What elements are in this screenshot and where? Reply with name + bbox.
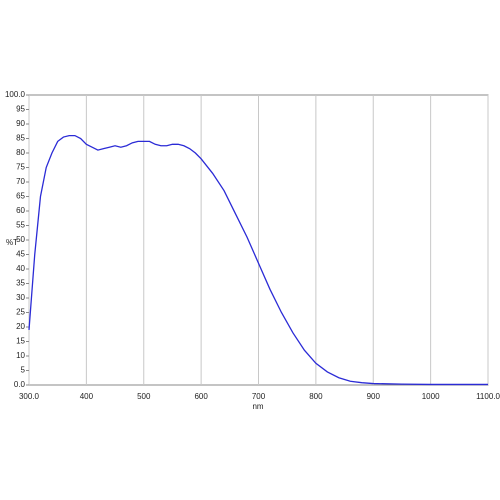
y-tick-label: 10 xyxy=(16,351,25,360)
x-axis-label: nm xyxy=(252,402,263,411)
y-tick-label: 100.0 xyxy=(5,90,26,99)
data-line xyxy=(28,134,488,386)
x-tick-label: 500 xyxy=(137,392,151,401)
y-tick-label: 25 xyxy=(16,308,25,317)
x-tick-label: 400 xyxy=(80,392,94,401)
y-tick-label: 45 xyxy=(16,250,25,259)
y-tick-label: 60 xyxy=(16,206,25,215)
y-tick-label: 55 xyxy=(16,221,25,230)
y-tick-label: 75 xyxy=(16,163,25,172)
x-tick-label: 600 xyxy=(194,392,208,401)
x-tick-label: 1100.0 xyxy=(476,392,500,401)
y-tick-label: 50 xyxy=(16,235,25,244)
y-tick-label: 65 xyxy=(16,192,25,201)
x-tick-label: 900 xyxy=(367,392,381,401)
y-tick-label: 35 xyxy=(16,279,25,288)
y-tick-label: 90 xyxy=(16,119,25,128)
x-tick-label: 800 xyxy=(309,392,323,401)
y-axis-label: %T xyxy=(6,238,18,247)
x-tick-label: 700 xyxy=(252,392,266,401)
y-tick-label: 70 xyxy=(16,177,25,186)
y-tick-label: 20 xyxy=(16,322,25,331)
y-tick-label: 30 xyxy=(16,293,25,302)
y-tick-label: 85 xyxy=(16,134,25,143)
y-tick-label: 15 xyxy=(16,337,25,346)
x-tick-label: 300.0 xyxy=(19,392,40,401)
y-tick-label: 5 xyxy=(21,366,26,375)
x-tick-label: 1000 xyxy=(422,392,440,401)
y-tick-label: 80 xyxy=(16,148,25,157)
y-tick-label: 40 xyxy=(16,264,25,273)
y-tick-label: 0.0 xyxy=(14,380,26,389)
y-tick-label: 95 xyxy=(16,105,25,114)
